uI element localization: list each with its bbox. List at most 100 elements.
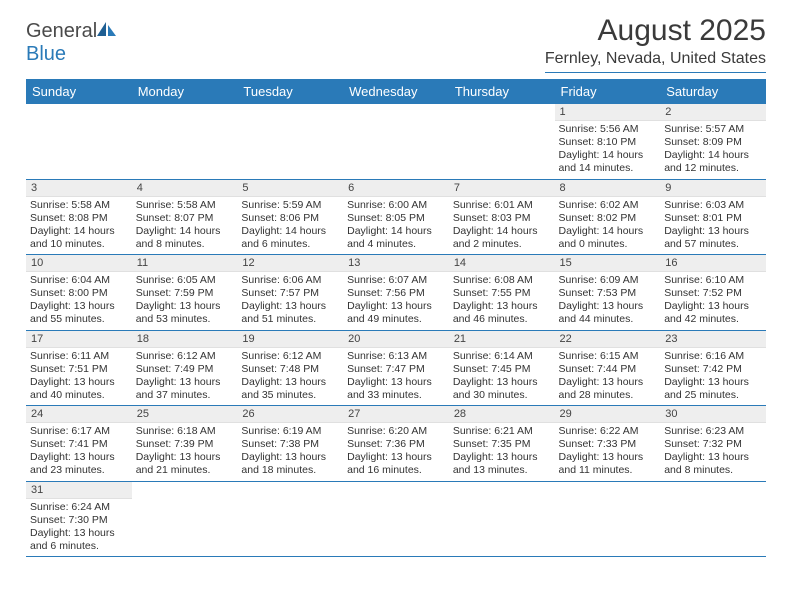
sunset-text: Sunset: 8:00 PM — [30, 287, 128, 300]
day-cell: 31Sunrise: 6:24 AMSunset: 7:30 PMDayligh… — [26, 481, 132, 557]
sunset-text: Sunset: 8:07 PM — [136, 212, 234, 225]
sunrise-text: Sunrise: 6:03 AM — [664, 199, 762, 212]
sunrise-text: Sunrise: 6:12 AM — [136, 350, 234, 363]
header: GeneralBlue August 2025 Fernley, Nevada,… — [26, 14, 766, 73]
day-cell — [555, 481, 661, 557]
day-cell: 22Sunrise: 6:15 AMSunset: 7:44 PMDayligh… — [555, 330, 661, 406]
daylight-text: and 46 minutes. — [453, 313, 551, 326]
day-cell: 11Sunrise: 6:05 AMSunset: 7:59 PMDayligh… — [132, 255, 238, 331]
day-cell: 13Sunrise: 6:07 AMSunset: 7:56 PMDayligh… — [343, 255, 449, 331]
daylight-text: Daylight: 13 hours — [453, 300, 551, 313]
logo-sail-icon — [97, 20, 117, 43]
daylight-text: and 10 minutes. — [30, 238, 128, 251]
day-details: Sunrise: 6:03 AMSunset: 8:01 PMDaylight:… — [660, 197, 766, 255]
day-number: 12 — [237, 255, 343, 272]
day-cell: 14Sunrise: 6:08 AMSunset: 7:55 PMDayligh… — [449, 255, 555, 331]
day-cell: ..... — [132, 104, 238, 179]
day-cell — [132, 481, 238, 557]
day-details: Sunrise: 6:12 AMSunset: 7:48 PMDaylight:… — [237, 348, 343, 406]
daylight-text: Daylight: 13 hours — [136, 451, 234, 464]
sunrise-text: Sunrise: 5:59 AM — [241, 199, 339, 212]
location-text: Fernley, Nevada, United States — [545, 50, 766, 73]
week-row: 24Sunrise: 6:17 AMSunset: 7:41 PMDayligh… — [26, 406, 766, 482]
daylight-text: Daylight: 13 hours — [241, 300, 339, 313]
sunrise-text: Sunrise: 6:00 AM — [347, 199, 445, 212]
sunset-text: Sunset: 7:49 PM — [136, 363, 234, 376]
sunrise-text: Sunrise: 6:09 AM — [559, 274, 657, 287]
day-number: 21 — [449, 331, 555, 348]
sunset-text: Sunset: 7:56 PM — [347, 287, 445, 300]
daylight-text: Daylight: 13 hours — [347, 451, 445, 464]
logo-text-a: General — [26, 20, 97, 42]
sunrise-text: Sunrise: 6:17 AM — [30, 425, 128, 438]
sunrise-text: Sunrise: 6:21 AM — [453, 425, 551, 438]
day-cell — [237, 481, 343, 557]
day-number: 2 — [660, 104, 766, 121]
sunset-text: Sunset: 7:35 PM — [453, 438, 551, 451]
sunrise-text: Sunrise: 6:16 AM — [664, 350, 762, 363]
day-cell: 10Sunrise: 6:04 AMSunset: 8:00 PMDayligh… — [26, 255, 132, 331]
day-cell: 1Sunrise: 5:56 AMSunset: 8:10 PMDaylight… — [555, 104, 661, 179]
daylight-text: and 44 minutes. — [559, 313, 657, 326]
day-details: Sunrise: 6:15 AMSunset: 7:44 PMDaylight:… — [555, 348, 661, 406]
day-number: 10 — [26, 255, 132, 272]
sunrise-text: Sunrise: 5:58 AM — [30, 199, 128, 212]
daylight-text: Daylight: 13 hours — [559, 451, 657, 464]
day-details: Sunrise: 6:11 AMSunset: 7:51 PMDaylight:… — [26, 348, 132, 406]
sunrise-text: Sunrise: 6:04 AM — [30, 274, 128, 287]
week-row: .........................1Sunrise: 5:56 … — [26, 104, 766, 179]
daylight-text: and 51 minutes. — [241, 313, 339, 326]
daylight-text: Daylight: 13 hours — [664, 300, 762, 313]
day-number: 7 — [449, 180, 555, 197]
sunrise-text: Sunrise: 6:24 AM — [30, 501, 128, 514]
day-details: Sunrise: 6:21 AMSunset: 7:35 PMDaylight:… — [449, 423, 555, 481]
sunset-text: Sunset: 7:32 PM — [664, 438, 762, 451]
sunrise-text: Sunrise: 5:57 AM — [664, 123, 762, 136]
day-number: 28 — [449, 406, 555, 423]
daylight-text: and 6 minutes. — [241, 238, 339, 251]
daylight-text: Daylight: 13 hours — [664, 451, 762, 464]
day-details: Sunrise: 6:24 AMSunset: 7:30 PMDaylight:… — [26, 499, 132, 557]
daylight-text: and 35 minutes. — [241, 389, 339, 402]
daylight-text: and 16 minutes. — [347, 464, 445, 477]
daylight-text: and 40 minutes. — [30, 389, 128, 402]
sunset-text: Sunset: 7:59 PM — [136, 287, 234, 300]
sunset-text: Sunset: 7:55 PM — [453, 287, 551, 300]
daylight-text: Daylight: 14 hours — [30, 225, 128, 238]
sunset-text: Sunset: 7:38 PM — [241, 438, 339, 451]
sunrise-text: Sunrise: 6:06 AM — [241, 274, 339, 287]
day-details: Sunrise: 6:00 AMSunset: 8:05 PMDaylight:… — [343, 197, 449, 255]
daylight-text: Daylight: 13 hours — [347, 376, 445, 389]
daylight-text: Daylight: 13 hours — [30, 376, 128, 389]
calendar-body: .........................1Sunrise: 5:56 … — [26, 104, 766, 557]
day-details: Sunrise: 6:04 AMSunset: 8:00 PMDaylight:… — [26, 272, 132, 330]
sunset-text: Sunset: 8:08 PM — [30, 212, 128, 225]
day-number: 16 — [660, 255, 766, 272]
sunset-text: Sunset: 7:51 PM — [30, 363, 128, 376]
logo: GeneralBlue — [26, 20, 117, 66]
day-number: 22 — [555, 331, 661, 348]
day-cell: 21Sunrise: 6:14 AMSunset: 7:45 PMDayligh… — [449, 330, 555, 406]
daylight-text: Daylight: 14 hours — [241, 225, 339, 238]
day-details: Sunrise: 6:06 AMSunset: 7:57 PMDaylight:… — [237, 272, 343, 330]
daylight-text: Daylight: 13 hours — [664, 376, 762, 389]
day-cell: 4Sunrise: 5:58 AMSunset: 8:07 PMDaylight… — [132, 179, 238, 255]
logo-text-b: Blue — [26, 43, 66, 65]
title-block: August 2025 Fernley, Nevada, United Stat… — [545, 14, 766, 73]
daylight-text: and 28 minutes. — [559, 389, 657, 402]
weekday-header-row: SundayMondayTuesdayWednesdayThursdayFrid… — [26, 79, 766, 104]
day-details: Sunrise: 6:16 AMSunset: 7:42 PMDaylight:… — [660, 348, 766, 406]
daylight-text: Daylight: 13 hours — [559, 300, 657, 313]
sunset-text: Sunset: 8:01 PM — [664, 212, 762, 225]
day-number: 30 — [660, 406, 766, 423]
daylight-text: and 18 minutes. — [241, 464, 339, 477]
sunrise-text: Sunrise: 5:58 AM — [136, 199, 234, 212]
day-cell: 29Sunrise: 6:22 AMSunset: 7:33 PMDayligh… — [555, 406, 661, 482]
weekday-header: Monday — [132, 79, 238, 104]
day-cell: 15Sunrise: 6:09 AMSunset: 7:53 PMDayligh… — [555, 255, 661, 331]
daylight-text: Daylight: 13 hours — [30, 451, 128, 464]
sunrise-text: Sunrise: 6:13 AM — [347, 350, 445, 363]
day-details: Sunrise: 6:23 AMSunset: 7:32 PMDaylight:… — [660, 423, 766, 481]
daylight-text: Daylight: 13 hours — [30, 527, 128, 540]
sunrise-text: Sunrise: 6:11 AM — [30, 350, 128, 363]
